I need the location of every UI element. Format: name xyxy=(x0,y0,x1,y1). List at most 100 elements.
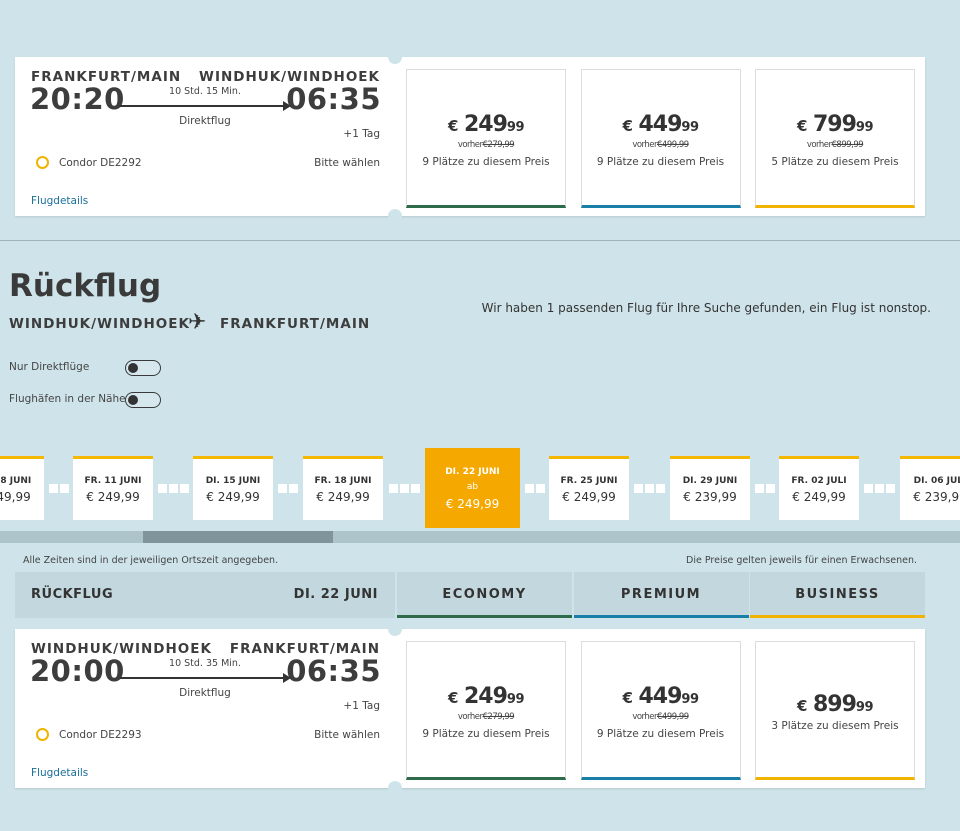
fare-price: € 79999 xyxy=(756,112,914,137)
date-option[interactable]: DI. 06 JULI € 239,99 xyxy=(900,456,960,520)
carousel-dash xyxy=(886,484,895,493)
carousel-dash xyxy=(645,484,654,493)
fare-header-date: DI. 22 JUNI xyxy=(293,587,378,602)
day-offset: +1 Tag xyxy=(343,700,380,712)
filter-label: Nur Direktflüge xyxy=(9,361,90,373)
seats-left: 9 Plätze zu diesem Preis xyxy=(596,728,725,740)
destination-city: FRANKFURT/MAIN xyxy=(229,641,380,657)
price-cents: 99 xyxy=(681,692,699,707)
fare-price: € 24999 xyxy=(407,684,565,709)
date-label: FR. 02 JULI xyxy=(791,476,847,486)
fare-header-bar xyxy=(15,572,395,618)
fare-class-name: PREMIUM xyxy=(620,587,702,602)
date-price: € 249,99 xyxy=(445,497,500,511)
filter-label: Flughäfen in der Nähe xyxy=(9,393,126,405)
departure-time: 20:20 xyxy=(30,82,125,116)
date-label: FR. 11 JUNI xyxy=(84,476,142,486)
previous-price: vorher€279,99 xyxy=(407,712,565,722)
currency: € xyxy=(447,117,459,135)
price-euros: 899 xyxy=(812,692,857,717)
route-arrow xyxy=(283,673,291,683)
fare-class-name: ECONOMY xyxy=(442,587,527,602)
date-option-selected[interactable]: DI. 22 JUNI ab € 249,99 xyxy=(425,448,520,528)
carousel-dash xyxy=(864,484,873,493)
result-text: Wir haben 1 passenden Flug für Ihre Such… xyxy=(481,301,931,315)
scrollbar-thumb[interactable] xyxy=(143,531,333,543)
fare-class-header: PREMIUM xyxy=(573,572,749,618)
seats-left: 9 Plätze zu diesem Preis xyxy=(422,156,550,168)
date-option[interactable]: FR. 25 JUNI € 249,99 xyxy=(549,456,629,520)
flight-details-link[interactable]: Flugdetails xyxy=(31,195,89,207)
carousel-dash xyxy=(278,484,287,493)
card-notch xyxy=(388,209,402,223)
carousel-dash xyxy=(289,484,298,493)
card-notch xyxy=(388,50,402,64)
date-price: € 249,99 xyxy=(792,490,846,504)
date-option[interactable]: FR. 18 JUNI € 249,99 xyxy=(303,456,383,520)
carousel-dash xyxy=(410,484,420,493)
carousel-dash xyxy=(535,484,545,493)
price-cents: 99 xyxy=(855,120,874,135)
currency: € xyxy=(796,117,808,135)
filter-toggle[interactable] xyxy=(125,360,161,376)
flight-type: Direktflug xyxy=(179,687,231,699)
date-option[interactable]: FR. 02 JULI € 249,99 xyxy=(779,456,859,520)
section-title: Rückflug xyxy=(9,268,162,304)
fare-option[interactable]: € 24999 vorher€279,99 9 Plätze zu diesem P… xyxy=(406,641,566,780)
fare-option[interactable]: € 79999 vorher€899,99 5 Plätze zu diesem P… xyxy=(755,69,915,208)
fare-price: € 44999 xyxy=(582,112,740,137)
price-euros: 249 xyxy=(463,684,508,709)
date-option[interactable]: FR. 11 JUNI € 249,99 xyxy=(73,456,153,520)
select-hint: Bitte wählen xyxy=(314,729,380,741)
carousel-dash xyxy=(656,484,665,493)
flight-details-link[interactable]: Flugdetails xyxy=(31,767,89,779)
fare-header-label: RÜCKFLUG xyxy=(31,587,114,602)
price-cents: 99 xyxy=(506,692,525,707)
fare-option[interactable]: € 24999 vorher€279,99 9 Plätze zu diesem P… xyxy=(406,69,566,208)
date-option[interactable]: DI. 08 JUNI € 249,99 xyxy=(0,456,44,520)
carousel-dash xyxy=(179,484,189,493)
airline-icon xyxy=(36,728,49,741)
airline: Condor DE2293 xyxy=(59,729,142,741)
date-price: € 249,99 xyxy=(562,490,616,504)
fare-option[interactable]: € 44999 vorher€499,99 9 Plätze zu diesem P… xyxy=(580,641,741,780)
seats-left: 3 Plätze zu diesem Preis xyxy=(771,720,899,732)
route-arrow xyxy=(283,101,291,111)
previous-amount: €899,99 xyxy=(831,140,864,150)
date-label: DI. 06 JULI xyxy=(913,476,960,486)
price-euros: 449 xyxy=(638,684,682,709)
airline: Condor DE2292 xyxy=(59,157,142,169)
previous-label: vorher xyxy=(632,712,658,722)
carousel-dash xyxy=(765,484,775,493)
price-cents: 99 xyxy=(855,700,874,715)
carousel-dash xyxy=(388,484,398,493)
destination-city: WINDHUK/WINDHOEK xyxy=(199,69,380,85)
previous-amount: €499,99 xyxy=(657,712,689,722)
fare-price: € 24999 xyxy=(407,112,565,137)
date-label: FR. 18 JUNI xyxy=(314,476,372,486)
filter-toggle[interactable] xyxy=(125,392,161,408)
date-option[interactable]: DI. 15 JUNI € 249,99 xyxy=(193,456,273,520)
toggle-knob xyxy=(128,395,138,405)
origin-city: FRANKFURT/MAIN xyxy=(31,69,182,85)
previous-amount: €279,99 xyxy=(482,712,515,722)
carousel-dash xyxy=(59,484,69,493)
seats-left: 5 Plätze zu diesem Preis xyxy=(771,156,899,168)
route-destination: FRANKFURT/MAIN xyxy=(220,316,371,332)
previous-amount: €279,99 xyxy=(482,140,515,150)
date-price: € 239,99 xyxy=(683,490,737,504)
fare-option[interactable]: € 44999 vorher€499,99 9 Plätze zu diesem P… xyxy=(580,69,741,208)
previous-label: vorher xyxy=(806,140,832,150)
date-label: DI. 15 JUNI xyxy=(205,476,261,486)
fare-class-name: BUSINESS xyxy=(795,587,880,602)
seats-left: 9 Plätze zu diesem Preis xyxy=(596,156,725,168)
fare-option[interactable]: € 89999 3 Plätze zu diesem Preis xyxy=(755,641,915,780)
select-hint: Bitte wählen xyxy=(314,157,380,169)
departure-time: 20:00 xyxy=(30,654,125,688)
previous-label: vorher xyxy=(457,140,483,150)
duration: 10 Std. 35 Min. xyxy=(169,658,241,669)
date-option[interactable]: DI. 29 JUNI € 239,99 xyxy=(670,456,750,520)
origin-city: WINDHUK/WINDHOEK xyxy=(31,641,212,657)
price-euros: 799 xyxy=(812,112,857,137)
